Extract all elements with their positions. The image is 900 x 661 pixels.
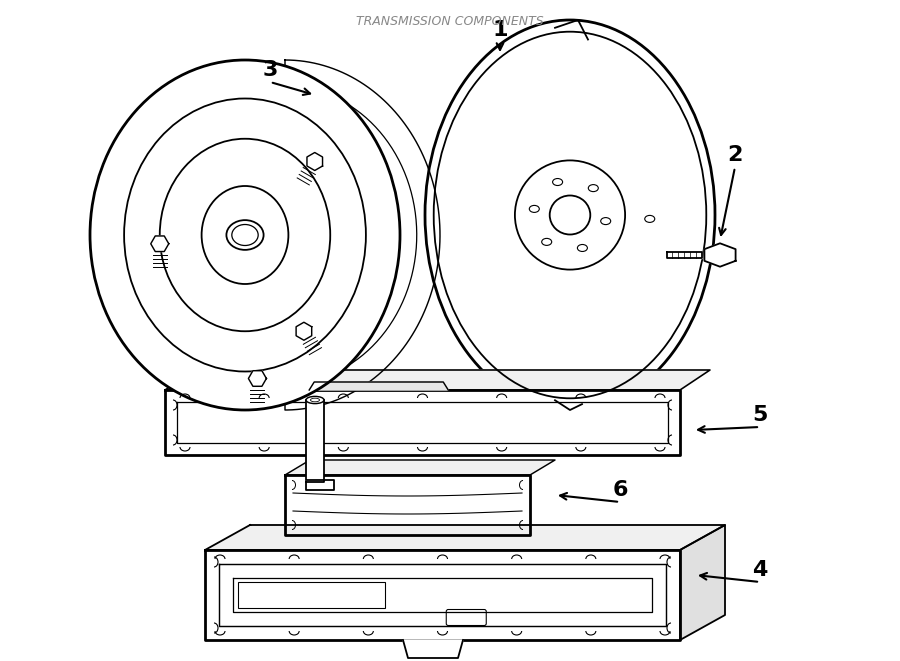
- Polygon shape: [680, 525, 725, 640]
- Polygon shape: [165, 370, 710, 390]
- Ellipse shape: [553, 178, 562, 186]
- Bar: [238, 582, 384, 608]
- Ellipse shape: [589, 184, 598, 192]
- Text: 4: 4: [752, 560, 768, 580]
- Ellipse shape: [306, 397, 324, 404]
- Polygon shape: [705, 243, 735, 266]
- Bar: [306, 400, 324, 480]
- Polygon shape: [285, 460, 555, 475]
- Ellipse shape: [542, 239, 552, 245]
- Text: 3: 3: [262, 60, 278, 80]
- Polygon shape: [285, 475, 530, 535]
- Text: 1: 1: [492, 20, 508, 40]
- Ellipse shape: [90, 60, 400, 410]
- Ellipse shape: [425, 20, 715, 410]
- Text: 5: 5: [752, 405, 768, 425]
- Polygon shape: [245, 86, 417, 384]
- Ellipse shape: [644, 215, 655, 222]
- Ellipse shape: [600, 217, 611, 225]
- Polygon shape: [296, 323, 311, 340]
- Ellipse shape: [578, 245, 588, 251]
- Text: 6: 6: [612, 480, 628, 500]
- Polygon shape: [248, 371, 266, 386]
- Polygon shape: [245, 130, 378, 340]
- Polygon shape: [307, 153, 322, 171]
- Text: TRANSMISSION COMPONENTS: TRANSMISSION COMPONENTS: [356, 15, 544, 28]
- Ellipse shape: [310, 398, 320, 402]
- Ellipse shape: [550, 196, 590, 235]
- Ellipse shape: [529, 206, 539, 212]
- Polygon shape: [310, 382, 448, 390]
- Polygon shape: [245, 60, 440, 410]
- Polygon shape: [205, 525, 725, 550]
- Text: 2: 2: [727, 145, 742, 165]
- Ellipse shape: [227, 220, 264, 250]
- Polygon shape: [165, 390, 680, 455]
- Polygon shape: [306, 480, 334, 490]
- Polygon shape: [667, 253, 702, 258]
- Polygon shape: [151, 236, 169, 252]
- Polygon shape: [403, 640, 463, 658]
- Polygon shape: [205, 550, 680, 640]
